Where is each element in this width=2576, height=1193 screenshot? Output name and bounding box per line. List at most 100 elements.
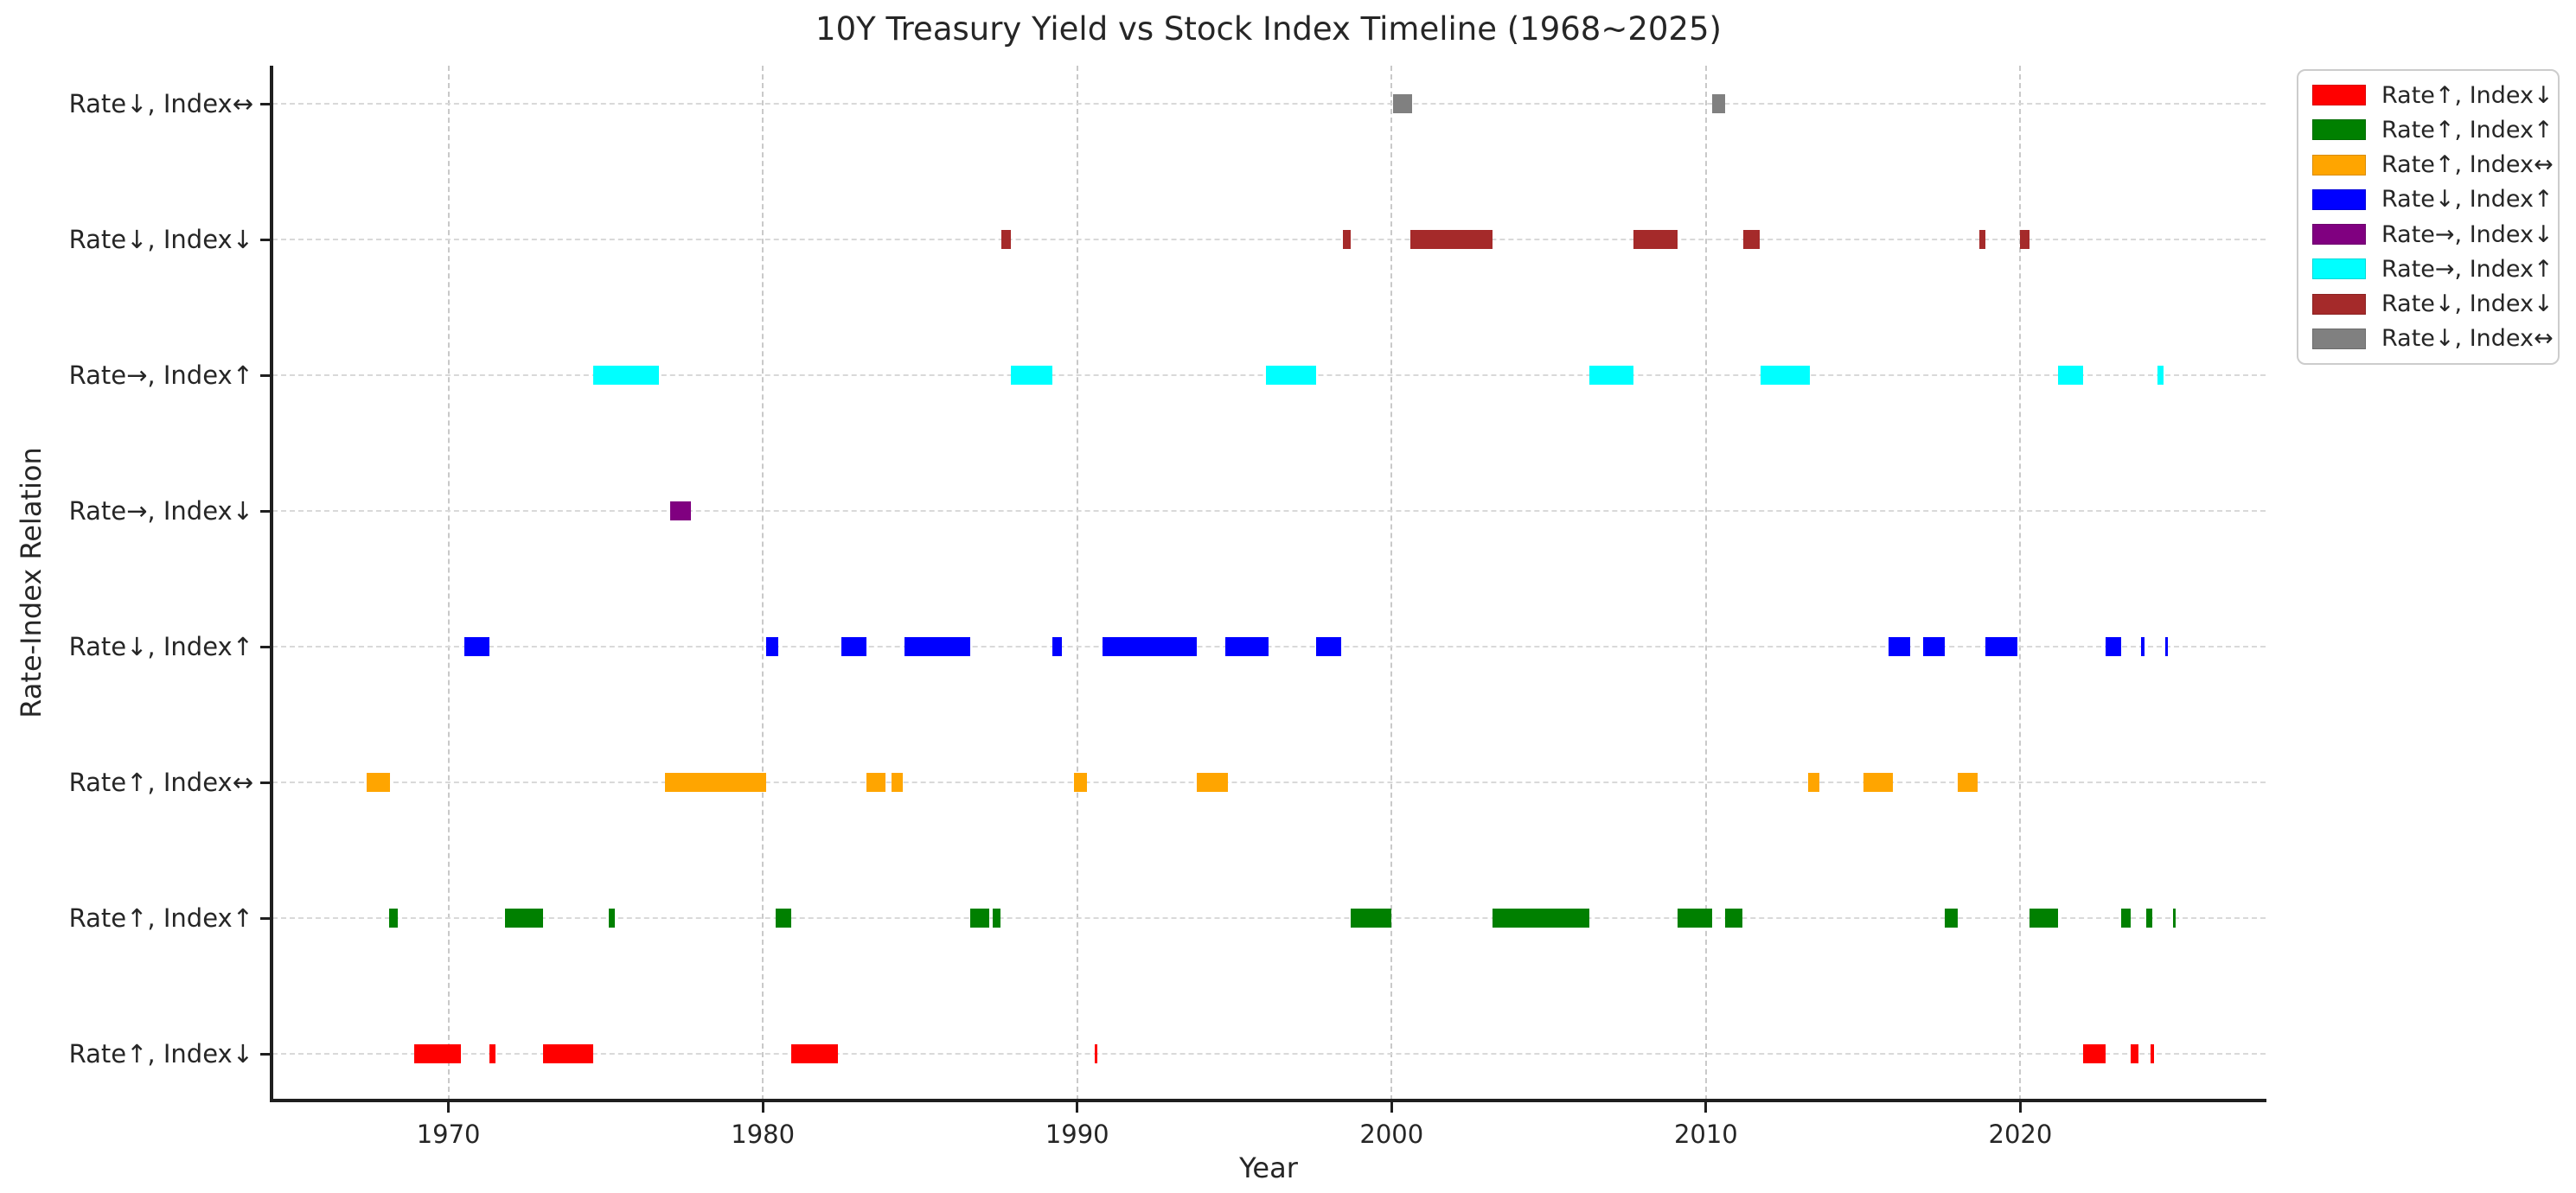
timeline-bar — [1712, 94, 1725, 113]
y-tick-label: Rate→, Index↑ — [68, 360, 253, 390]
timeline-bar — [1985, 637, 2017, 656]
timeline-bar — [1957, 773, 1978, 792]
y-tick-mark — [260, 645, 272, 648]
timeline-bar — [866, 773, 885, 792]
timeline-bar — [2120, 909, 2131, 928]
legend-swatch — [2312, 119, 2366, 141]
timeline-bar — [1492, 909, 1590, 928]
timeline-bar — [1589, 366, 1634, 385]
x-tick-mark — [447, 1100, 451, 1113]
vertical-gridline — [1704, 66, 1707, 1100]
y-tick-label: Rate↓, Index↓ — [68, 225, 253, 254]
legend-label: Rate↓, Index↔ — [2381, 325, 2554, 353]
timeline-bar — [841, 637, 867, 656]
timeline-bar — [1102, 637, 1197, 656]
timeline-bar — [775, 909, 791, 928]
timeline-bar — [2058, 366, 2084, 385]
x-tick-label: 1970 — [416, 1120, 481, 1149]
x-axis-label: Year — [1239, 1152, 1298, 1184]
timeline-bar — [1224, 637, 1269, 656]
timeline-bar — [2020, 230, 2030, 249]
timeline-bar — [970, 909, 989, 928]
legend-item: Rate↓, Index↑ — [2298, 184, 2558, 215]
timeline-bar — [505, 909, 543, 928]
vertical-gridline — [1076, 66, 1078, 1100]
y-tick-label: Rate↑, Index↑ — [68, 903, 253, 933]
timeline-bar — [1410, 230, 1493, 249]
timeline-bar — [2172, 909, 2176, 928]
timeline-bar — [489, 1044, 496, 1063]
legend-swatch — [2312, 85, 2366, 106]
timeline-bar — [463, 637, 489, 656]
timeline-bar — [790, 1044, 839, 1063]
vertical-gridline — [762, 66, 764, 1100]
timeline-bar — [542, 1044, 593, 1063]
timeline-bar — [669, 501, 691, 520]
legend-item: Rate↓, Index↔ — [2298, 323, 2558, 354]
legend-label: Rate↓, Index↓ — [2381, 290, 2554, 318]
timeline-bar — [1011, 366, 1052, 385]
x-tick-label: 2020 — [1988, 1120, 2053, 1149]
timeline-bar — [892, 773, 903, 792]
vertical-gridline — [1390, 66, 1393, 1100]
chart-title: 10Y Treasury Yield vs Stock Index Timeli… — [815, 10, 1722, 48]
legend-label: Rate↑, Index↓ — [2381, 81, 2554, 109]
timeline-bar — [1743, 230, 1760, 249]
timeline-bar — [2145, 909, 2153, 928]
timeline-bar — [1342, 230, 1352, 249]
timeline-bar — [992, 909, 1000, 928]
timeline-bar — [1979, 230, 1986, 249]
row-gridline — [272, 917, 2266, 919]
vertical-gridline — [447, 66, 450, 1100]
y-tick-mark — [260, 509, 272, 513]
timeline-bar — [1761, 366, 1810, 385]
x-tick-label: 1980 — [731, 1120, 796, 1149]
x-tick-mark — [1076, 1100, 1079, 1113]
row-gridline — [272, 1053, 2266, 1055]
y-tick-mark — [260, 238, 272, 241]
timeline-bar — [2157, 366, 2164, 385]
y-tick-mark — [260, 102, 272, 105]
y-axis-label: Rate-Index Relation — [15, 447, 48, 718]
timeline-bar — [1001, 230, 1012, 249]
timeline-bar — [1888, 637, 1911, 656]
timeline-bar — [2164, 637, 2169, 656]
legend-swatch — [2312, 328, 2366, 349]
legend-swatch — [2312, 154, 2366, 175]
row-gridline — [272, 239, 2266, 240]
timeline-bar — [1922, 637, 1946, 656]
row-gridline — [272, 510, 2266, 512]
legend-item: Rate↑, Index↓ — [2298, 80, 2558, 111]
legend-label: Rate↑, Index↔ — [2381, 151, 2554, 179]
timeline-bar — [413, 1044, 462, 1063]
timeline-bar — [367, 773, 391, 792]
legend-swatch — [2312, 224, 2366, 246]
y-tick-label: Rate↓, Index↑ — [68, 632, 253, 661]
x-axis-spine — [270, 1099, 2266, 1102]
timeline-bar — [2105, 637, 2121, 656]
legend-swatch — [2312, 293, 2366, 315]
row-gridline — [272, 782, 2266, 783]
timeline-bar — [2083, 1044, 2106, 1063]
x-tick-mark — [1390, 1100, 1393, 1113]
legend-label: Rate→, Index↓ — [2381, 220, 2554, 248]
timeline-bar — [592, 366, 660, 385]
legend-item: Rate→, Index↓ — [2298, 219, 2558, 250]
y-tick-label: Rate↑, Index↓ — [68, 1039, 253, 1069]
legend-item: Rate↑, Index↑ — [2298, 114, 2558, 145]
y-tick-mark — [260, 1052, 272, 1056]
timeline-bar — [1265, 366, 1317, 385]
timeline-bar — [2029, 909, 2059, 928]
legend-swatch — [2312, 258, 2366, 280]
x-tick-label: 2010 — [1673, 1120, 1738, 1149]
timeline-bar — [904, 637, 971, 656]
timeline-bar — [609, 909, 616, 928]
timeline-bar — [2151, 1044, 2154, 1063]
timeline-bar — [1808, 773, 1819, 792]
x-tick-mark — [2018, 1100, 2022, 1113]
legend-swatch — [2312, 188, 2366, 210]
y-tick-mark — [260, 916, 272, 920]
y-tick-label: Rate↑, Index↔ — [68, 768, 253, 797]
timeline-bar — [1393, 94, 1412, 113]
row-gridline — [272, 103, 2266, 105]
